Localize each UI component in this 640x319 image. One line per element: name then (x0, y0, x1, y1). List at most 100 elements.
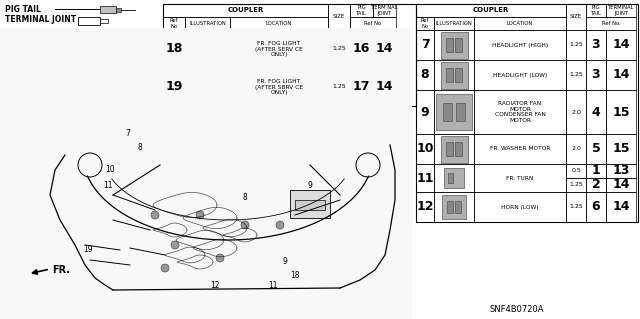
Text: 14: 14 (376, 42, 393, 56)
Text: ILLUSTRATION: ILLUSTRATION (189, 21, 226, 26)
Text: 3: 3 (592, 39, 600, 51)
Bar (350, 68, 373, 106)
Bar (448, 173, 453, 183)
Bar (163, 68, 185, 106)
Bar (416, 90, 434, 134)
Bar (416, 60, 434, 90)
Bar (586, 17, 636, 30)
Circle shape (171, 241, 179, 249)
Bar (436, 94, 472, 130)
Bar (566, 60, 586, 90)
Text: 1.25: 1.25 (569, 42, 583, 48)
Bar (350, 17, 396, 30)
Text: 15: 15 (612, 106, 630, 118)
Text: ILLUSTRATION: ILLUSTRATION (436, 21, 472, 26)
Bar (185, 17, 230, 30)
Text: 8: 8 (138, 144, 142, 152)
Bar (78, 17, 100, 25)
Bar (230, 30, 328, 68)
Bar (163, 4, 328, 17)
Bar (434, 192, 474, 222)
Circle shape (151, 211, 159, 219)
Bar (209, 45, 214, 53)
Text: TERMINAL
JOINT: TERMINAL JOINT (608, 5, 634, 16)
Bar (566, 164, 586, 178)
Bar (185, 68, 230, 106)
Text: 4: 4 (591, 106, 600, 118)
Text: 11: 11 (103, 181, 113, 189)
Text: HORN (LOW): HORN (LOW) (501, 204, 539, 210)
Bar (606, 192, 636, 222)
Text: 1.25: 1.25 (332, 47, 346, 51)
Text: 7: 7 (125, 129, 131, 137)
Bar (474, 134, 566, 164)
Text: 3: 3 (592, 69, 600, 81)
Bar (606, 30, 636, 60)
Circle shape (161, 264, 169, 272)
Bar (447, 201, 453, 213)
Text: Ref
No: Ref No (170, 18, 179, 29)
Text: 14: 14 (612, 69, 630, 81)
Bar (474, 30, 566, 60)
Bar (163, 4, 416, 106)
Bar (440, 32, 467, 58)
Bar (185, 30, 230, 68)
Text: 2: 2 (591, 179, 600, 191)
Text: FR. FOG LIGHT
(AFTER SBRV CE
ONLY): FR. FOG LIGHT (AFTER SBRV CE ONLY) (255, 79, 303, 95)
Bar (586, 192, 606, 222)
Bar (116, 8, 121, 11)
Text: RADIATOR FAN
MOTOR
CONDENSER FAN
MOTOR: RADIATOR FAN MOTOR CONDENSER FAN MOTOR (495, 101, 545, 123)
Bar (295, 200, 325, 210)
Bar (434, 30, 474, 60)
Text: SIZE: SIZE (333, 14, 345, 19)
Circle shape (216, 254, 224, 262)
Bar (198, 42, 216, 56)
Text: 9: 9 (420, 106, 429, 118)
Bar (440, 62, 467, 88)
Bar (455, 68, 462, 82)
Text: 9: 9 (308, 181, 312, 189)
Text: 2.0: 2.0 (571, 109, 581, 115)
Text: SNF4B0720A: SNF4B0720A (490, 306, 544, 315)
Bar (416, 164, 434, 192)
Bar (442, 195, 466, 219)
Bar (202, 83, 207, 91)
Text: TERM NAL
JOINT: TERM NAL JOINT (371, 5, 398, 16)
Bar (230, 68, 328, 106)
Text: 17: 17 (353, 80, 371, 93)
Bar (606, 60, 636, 90)
Bar (328, 4, 350, 30)
Text: 16: 16 (353, 42, 370, 56)
Text: 13: 13 (612, 165, 630, 177)
Text: HEADLIGHT (LOW): HEADLIGHT (LOW) (493, 72, 547, 78)
Text: 14: 14 (376, 80, 393, 93)
Text: LOCATION: LOCATION (507, 21, 533, 26)
Bar (566, 4, 586, 30)
Bar (100, 19, 108, 23)
Bar (100, 6, 116, 13)
Bar (440, 136, 467, 162)
Text: 12: 12 (211, 280, 220, 290)
Bar (416, 192, 434, 222)
Bar (416, 134, 434, 164)
Bar (606, 134, 636, 164)
Text: 14: 14 (612, 201, 630, 213)
Text: FR. TURN: FR. TURN (506, 175, 534, 181)
Bar (566, 192, 586, 222)
Text: 8: 8 (420, 69, 429, 81)
Circle shape (196, 211, 204, 219)
Bar (202, 45, 207, 53)
Text: 15: 15 (612, 143, 630, 155)
Bar (163, 30, 185, 68)
Bar (586, 30, 606, 60)
Text: 9: 9 (283, 257, 287, 266)
Bar (586, 134, 606, 164)
Bar (434, 134, 474, 164)
Bar (328, 68, 350, 106)
Bar (455, 38, 462, 52)
Text: FR. FOG LIGHT
(AFTER SERV CE
ONLY): FR. FOG LIGHT (AFTER SERV CE ONLY) (255, 41, 303, 57)
Text: 0.5: 0.5 (571, 168, 581, 174)
Text: 18: 18 (291, 271, 300, 279)
Bar (373, 4, 396, 17)
Text: 7: 7 (420, 39, 429, 51)
